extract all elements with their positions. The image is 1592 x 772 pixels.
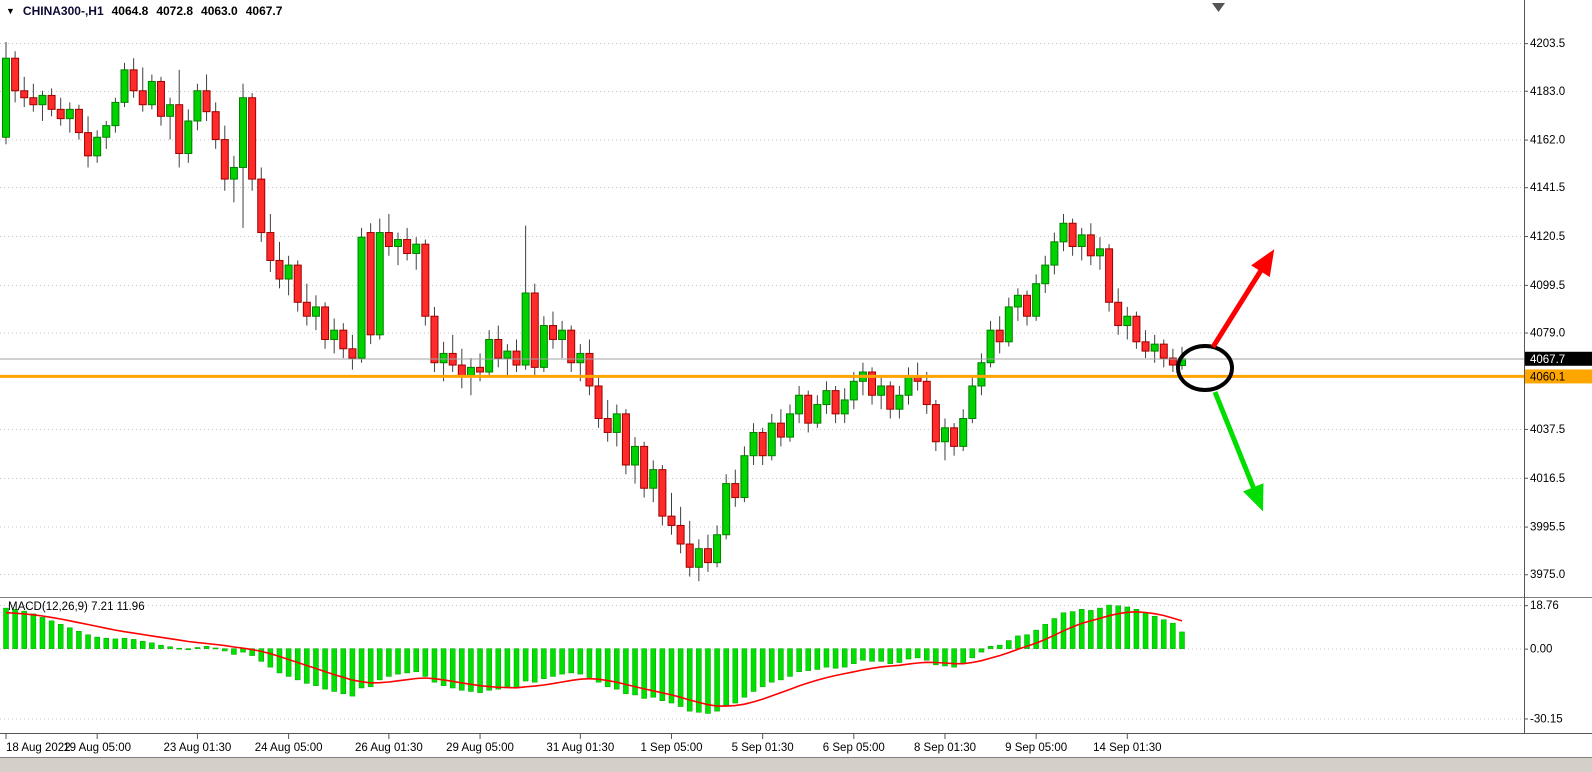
svg-text:6 Sep 05:00: 6 Sep 05:00: [823, 742, 885, 754]
svg-text:31 Aug 01:30: 31 Aug 01:30: [546, 742, 614, 754]
highlight-circle[interactable]: [1176, 344, 1234, 392]
svg-text:26 Aug 01:30: 26 Aug 01:30: [355, 742, 423, 754]
svg-text:4016.5: 4016.5: [1530, 473, 1565, 485]
shift-marker-icon: [1212, 3, 1225, 12]
symbol-timeframe-label: CHINA300-,H1: [22, 4, 104, 18]
candlesticks: [2, 41, 1186, 582]
svg-text:5 Sep 01:30: 5 Sep 01:30: [732, 742, 794, 754]
macd-signal-line: [5, 610, 1183, 707]
svg-text:3975.0: 3975.0: [1530, 569, 1565, 581]
svg-text:4060.1: 4060.1: [1530, 371, 1565, 383]
svg-text:-30.15: -30.15: [1530, 713, 1563, 725]
close-value: 4067.7: [245, 4, 283, 18]
bearish-arrow[interactable]: [1212, 391, 1264, 512]
svg-text:29 Aug 05:00: 29 Aug 05:00: [446, 742, 514, 754]
svg-text:18 Aug 2022: 18 Aug 2022: [6, 742, 71, 754]
macd-indicator-label: MACD(12,26,9) 7.21 11.96: [8, 601, 145, 613]
svg-text:24 Aug 05:00: 24 Aug 05:00: [255, 742, 323, 754]
svg-text:4120.5: 4120.5: [1530, 231, 1565, 243]
bullish-arrow[interactable]: [1210, 249, 1275, 349]
macd-histogram: [3, 604, 1185, 714]
svg-text:4141.5: 4141.5: [1530, 182, 1565, 194]
svg-text:19 Aug 05:00: 19 Aug 05:00: [63, 742, 131, 754]
svg-text:18.76: 18.76: [1530, 600, 1559, 612]
main-grid: [0, 43, 1524, 576]
low-value: 4063.0: [201, 4, 238, 18]
svg-text:1 Sep 05:00: 1 Sep 05:00: [640, 742, 702, 754]
svg-text:14 Sep 01:30: 14 Sep 01:30: [1093, 742, 1161, 754]
price-axis: 4203.5 4183.0 4162.0 4141.5 4120.5 4099.5 4079…: [1524, 38, 1565, 725]
svg-text:8 Sep 01:30: 8 Sep 01:30: [914, 742, 976, 754]
svg-text:4067.7: 4067.7: [1530, 354, 1565, 366]
svg-text:4037.5: 4037.5: [1530, 424, 1565, 436]
high-value: 4072.8: [156, 4, 194, 18]
svg-text:3995.5: 3995.5: [1530, 522, 1565, 534]
svg-text:9 Sep 05:00: 9 Sep 05:00: [1005, 742, 1067, 754]
svg-text:4099.5: 4099.5: [1530, 280, 1565, 292]
drawing-annotations[interactable]: [1176, 249, 1275, 512]
svg-text:4203.5: 4203.5: [1530, 38, 1565, 50]
dropdown-triangle-icon[interactable]: ▼: [6, 5, 15, 16]
open-value: 4064.8: [111, 4, 149, 18]
svg-text:4183.0: 4183.0: [1530, 86, 1565, 98]
hline-price-badge: 4060.1: [1525, 369, 1592, 384]
symbol-header: ▼ CHINA300-,H1 4064.8 4072.8 4063.0 4067…: [6, 4, 282, 18]
svg-text:4079.0: 4079.0: [1530, 328, 1565, 340]
svg-text:0.00: 0.00: [1530, 644, 1552, 656]
current-price-badge: 4067.7: [1525, 351, 1592, 366]
svg-text:23 Aug 01:30: 23 Aug 01:30: [164, 742, 232, 754]
horizontal-scrollbar[interactable]: [0, 757, 1592, 772]
svg-text:4162.0: 4162.0: [1530, 135, 1565, 147]
